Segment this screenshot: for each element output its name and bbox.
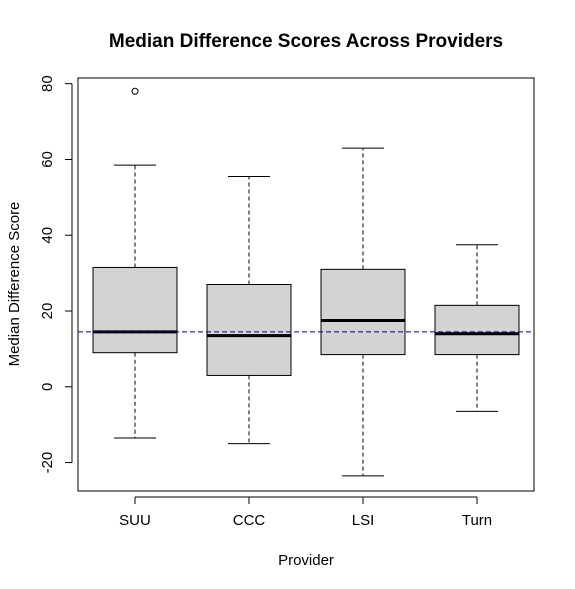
x-tick-label: CCC	[233, 512, 266, 529]
iqr-box	[92, 266, 178, 354]
iqr-box	[206, 284, 292, 376]
y-axis: -20 0 20 40 60 80	[39, 75, 73, 474]
outlier-point	[131, 87, 139, 95]
x-axis: SUU CCC LSI Turn	[119, 496, 492, 529]
y-tick-label: -20	[39, 452, 56, 474]
y-tick-label: 60	[39, 151, 56, 168]
box-turn	[434, 244, 520, 412]
x-axis-label: Provider	[278, 552, 334, 569]
y-tick-label: 40	[39, 227, 56, 244]
boxes	[92, 87, 520, 477]
y-tick-label: 20	[39, 303, 56, 320]
x-tick-label: Turn	[462, 512, 492, 529]
x-tick-label: SUU	[119, 512, 151, 529]
box-lsi	[320, 147, 406, 477]
iqr-box	[434, 304, 520, 356]
y-tick-label: 80	[39, 75, 56, 92]
iqr-box	[320, 268, 406, 356]
chart-title: Median Difference Scores Across Provider…	[109, 31, 503, 52]
y-axis-label: Median Difference Score	[6, 202, 23, 367]
box-suu	[92, 87, 178, 439]
x-tick-label: LSI	[352, 512, 375, 529]
y-tick-label: 0	[39, 383, 56, 391]
plot-frame	[77, 77, 535, 492]
box-ccc	[206, 176, 292, 445]
